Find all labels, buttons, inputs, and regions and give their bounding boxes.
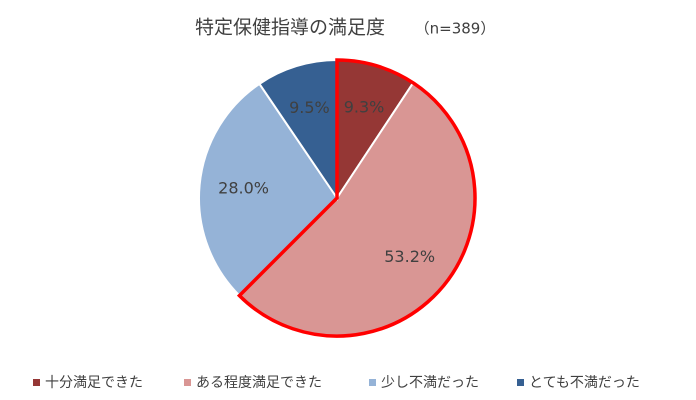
legend: 十分満足できた ある程度満足できた 少し不満だった とても不満だった [33, 375, 640, 391]
pie [198, 58, 477, 338]
data-label: 28.0% [218, 179, 269, 198]
legend-marker [369, 379, 376, 386]
data-label: 53.2% [384, 247, 435, 266]
pie-slice [198, 82, 339, 297]
labels: 9.3% 53.2% 28.0% 9.5% [218, 98, 435, 266]
data-label: 9.3% [344, 98, 385, 117]
legend-label: 少し不満だった [381, 375, 479, 391]
legend-label: ある程度満足できた [196, 375, 322, 391]
chart-title: 特定保健指導の満足度 [195, 17, 385, 39]
chart-subtitle: （n=389） [415, 20, 496, 38]
data-label: 9.5% [289, 98, 330, 117]
legend-label: とても不満だった [529, 375, 640, 391]
legend-label: 十分満足できた [45, 375, 143, 391]
legend-marker [517, 379, 524, 386]
legend-marker [184, 379, 191, 386]
highlight-outline [236, 58, 477, 338]
legend-marker [33, 379, 40, 386]
